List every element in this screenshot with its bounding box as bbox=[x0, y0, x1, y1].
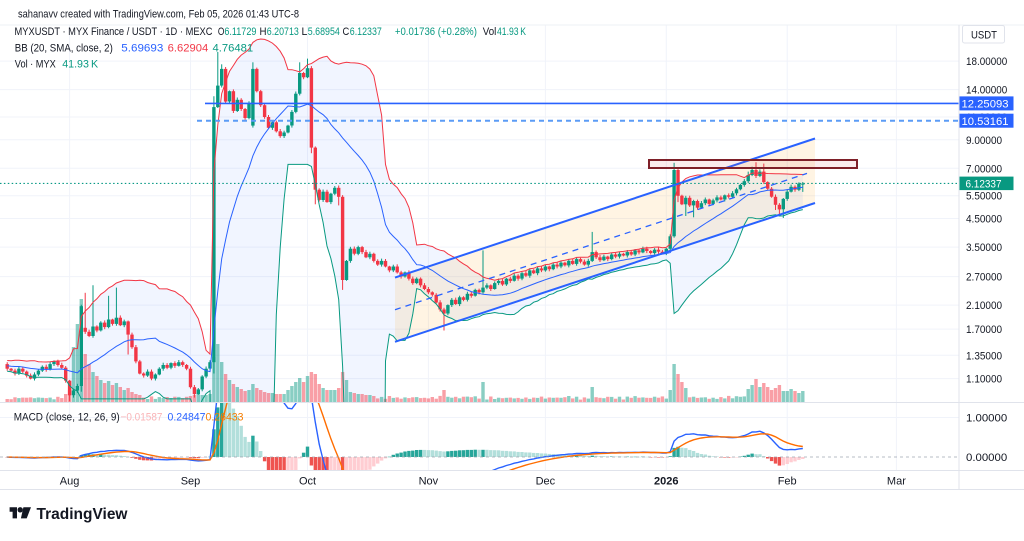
svg-text:Aug: Aug bbox=[60, 476, 80, 488]
svg-text:0.24847: 0.24847 bbox=[168, 412, 206, 424]
svg-text:sahanavv created with TradingV: sahanavv created with TradingView.com, F… bbox=[18, 9, 299, 21]
svg-text:MYXUSDT · MYX Finance / USDT ·: MYXUSDT · MYX Finance / USDT · 1D · MEXC bbox=[15, 26, 213, 38]
svg-text:41.93 K: 41.93 K bbox=[62, 59, 99, 71]
svg-text:3.50000: 3.50000 bbox=[966, 242, 1002, 254]
svg-text:1.35000: 1.35000 bbox=[966, 350, 1002, 362]
svg-text:L: L bbox=[302, 26, 308, 38]
svg-text:41.93 K: 41.93 K bbox=[497, 26, 527, 38]
svg-text:0.00000: 0.00000 bbox=[966, 452, 1007, 464]
svg-text:Dec: Dec bbox=[536, 476, 556, 488]
svg-text:6.62904: 6.62904 bbox=[168, 43, 209, 55]
svg-text:6.12337: 6.12337 bbox=[350, 26, 382, 38]
svg-text:10.53161: 10.53161 bbox=[962, 116, 1009, 128]
svg-text:4.50000: 4.50000 bbox=[966, 214, 1002, 226]
svg-text:USDT: USDT bbox=[971, 30, 997, 42]
svg-text:MACD (close, 12, 26, 9): MACD (close, 12, 26, 9) bbox=[14, 412, 120, 424]
svg-text:Nov: Nov bbox=[419, 476, 439, 488]
svg-text:14.00000: 14.00000 bbox=[966, 85, 1007, 97]
svg-text:6.20713: 6.20713 bbox=[267, 26, 299, 38]
svg-text:9.00000: 9.00000 bbox=[966, 135, 1002, 147]
svg-text:18.00000: 18.00000 bbox=[966, 56, 1007, 68]
svg-text:2.10000: 2.10000 bbox=[966, 300, 1002, 312]
svg-text:Oct: Oct bbox=[299, 476, 316, 488]
svg-text:Vol: Vol bbox=[483, 26, 497, 38]
svg-text:Vol · MYX: Vol · MYX bbox=[15, 59, 57, 71]
svg-text:2026: 2026 bbox=[654, 476, 678, 488]
svg-text:Sep: Sep bbox=[181, 476, 201, 488]
svg-text:6.11729: 6.11729 bbox=[224, 26, 256, 38]
svg-text:−0.01587: −0.01587 bbox=[121, 412, 163, 424]
svg-text:1.10000: 1.10000 bbox=[966, 374, 1002, 386]
svg-text:7.00000: 7.00000 bbox=[966, 163, 1002, 175]
svg-text:4.76481: 4.76481 bbox=[213, 43, 254, 55]
svg-text:2.70000: 2.70000 bbox=[966, 272, 1002, 284]
svg-text:Mar: Mar bbox=[887, 476, 906, 488]
svg-text:H: H bbox=[260, 26, 267, 38]
svg-text:TradingView: TradingView bbox=[37, 506, 129, 523]
svg-text:0.26433: 0.26433 bbox=[206, 412, 244, 424]
svg-text:5.69693: 5.69693 bbox=[121, 43, 163, 55]
svg-text:12.25093: 12.25093 bbox=[962, 99, 1009, 111]
svg-text:C: C bbox=[343, 26, 350, 38]
svg-text:O: O bbox=[218, 26, 225, 38]
svg-text:1.70000: 1.70000 bbox=[966, 324, 1002, 336]
svg-text:1.00000: 1.00000 bbox=[966, 413, 1007, 425]
svg-text:5.68954: 5.68954 bbox=[308, 26, 340, 38]
svg-text:+0.01736 (+0.28%): +0.01736 (+0.28%) bbox=[395, 26, 477, 38]
svg-text:Feb: Feb bbox=[778, 476, 797, 488]
svg-text:6.12337: 6.12337 bbox=[966, 178, 1002, 190]
svg-text:5.50000: 5.50000 bbox=[966, 191, 1002, 203]
svg-text:BB (20, SMA, close, 2): BB (20, SMA, close, 2) bbox=[15, 43, 113, 55]
